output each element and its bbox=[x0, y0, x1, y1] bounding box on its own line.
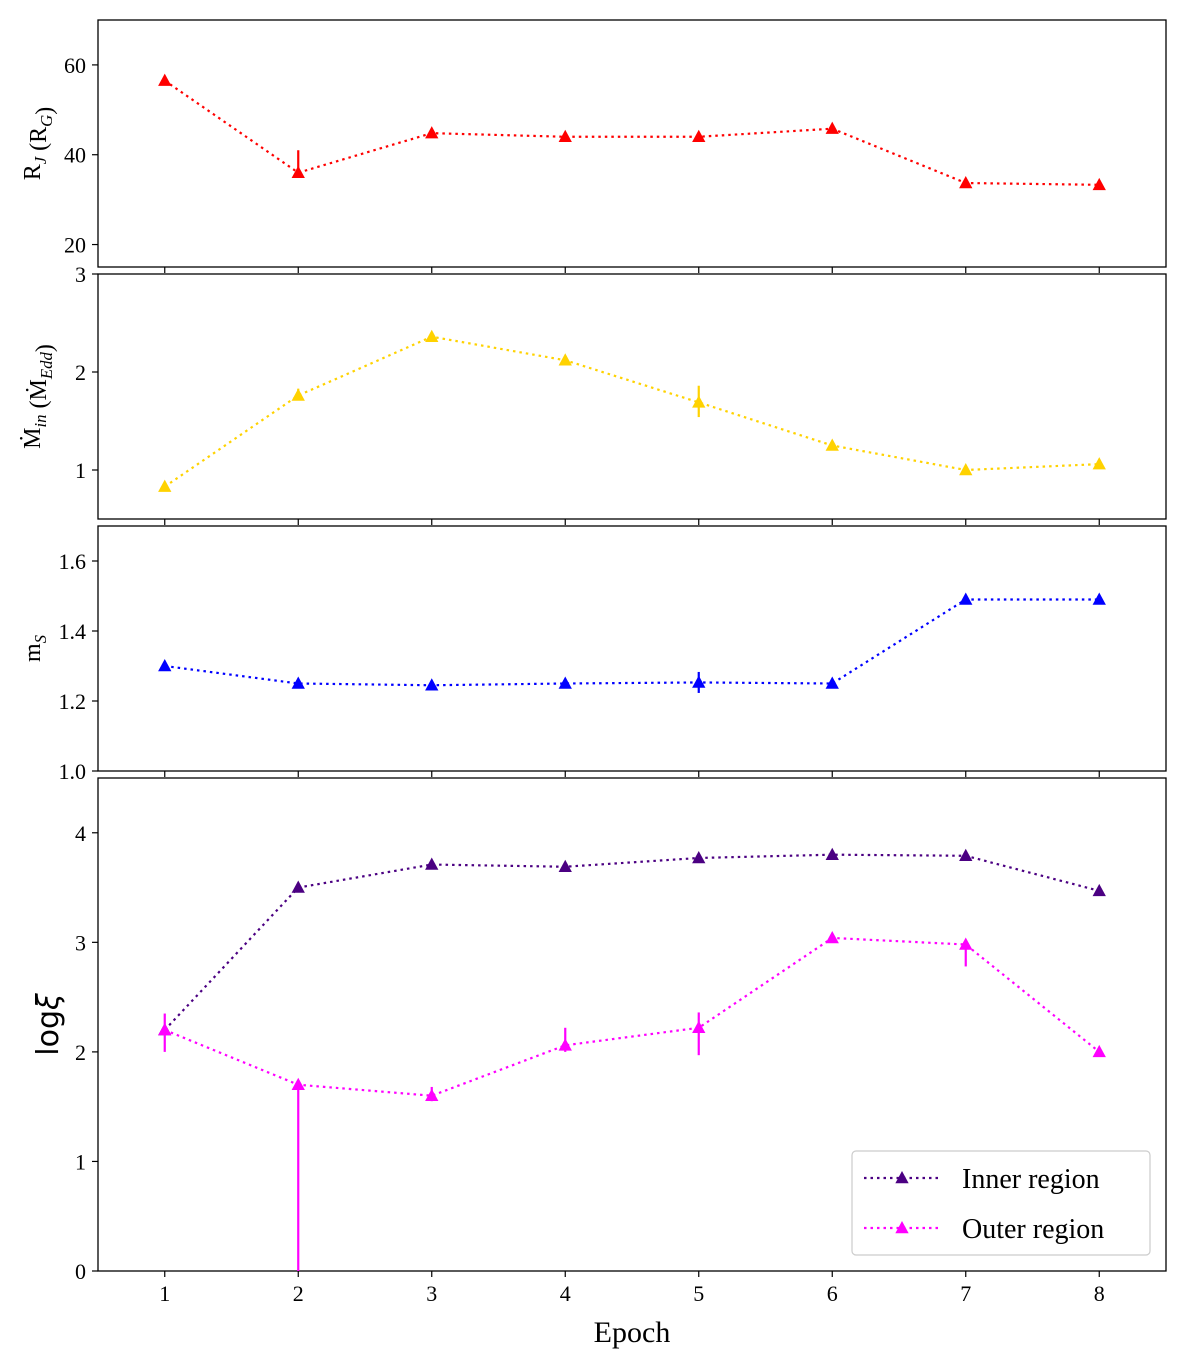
series-line bbox=[163, 853, 1100, 1031]
data-point bbox=[825, 121, 839, 134]
axes-frame bbox=[97, 777, 1167, 1272]
legend-label: Inner region bbox=[962, 1164, 1100, 1195]
y-axis-label: mS bbox=[20, 634, 50, 662]
panel-mdot: 1 2 3 Ṁin (ṀEdd) bbox=[20, 262, 1167, 525]
y-tick-label: 2 bbox=[75, 1040, 86, 1065]
data-point bbox=[558, 859, 572, 872]
legend: Inner region Outer region bbox=[851, 1150, 1151, 1256]
y-tick-label: 1 bbox=[75, 1149, 86, 1174]
x-tick-label: 7 bbox=[960, 1281, 971, 1306]
data-point bbox=[1092, 592, 1106, 605]
x-tick-label: 5 bbox=[693, 1281, 704, 1306]
data-point bbox=[959, 937, 973, 950]
data-point bbox=[291, 388, 305, 401]
y-axis-label: RJ (RG) bbox=[20, 107, 58, 181]
panel-rj: 20 40 60 RJ (RG) bbox=[20, 19, 1167, 273]
series-mdot-0 bbox=[158, 329, 1106, 492]
data-point bbox=[558, 129, 572, 143]
data-point bbox=[425, 1088, 439, 1101]
x-axis-label: Epoch bbox=[594, 1316, 671, 1349]
data-point bbox=[692, 129, 706, 143]
data-point bbox=[158, 659, 172, 672]
data-point bbox=[959, 848, 973, 862]
y-axis-label: Ṁin (ṀEdd) bbox=[20, 344, 58, 449]
data-point bbox=[425, 857, 439, 870]
y-axis-label: logξ bbox=[31, 993, 66, 1056]
data-point bbox=[291, 676, 305, 689]
y-tick-label: 1.4 bbox=[59, 619, 87, 644]
x-tick-label: 2 bbox=[293, 1281, 304, 1306]
data-point bbox=[158, 73, 172, 86]
data-point bbox=[825, 930, 839, 944]
y-tick-label: 1.6 bbox=[59, 549, 87, 574]
data-point bbox=[1092, 883, 1106, 897]
data-point bbox=[558, 676, 572, 689]
data-point bbox=[1092, 1044, 1106, 1058]
y-tick-label: 3 bbox=[75, 930, 86, 955]
legend-label: Outer region bbox=[962, 1214, 1104, 1245]
axes-frame bbox=[97, 19, 1167, 268]
data-point bbox=[959, 463, 973, 476]
data-point bbox=[692, 850, 706, 864]
data-point bbox=[825, 438, 839, 451]
y-tick-label: 3 bbox=[75, 262, 86, 287]
data-point bbox=[959, 176, 973, 189]
x-tick-label: 8 bbox=[1094, 1281, 1105, 1306]
legend-marker bbox=[895, 1171, 909, 1184]
data-point bbox=[158, 479, 172, 492]
legend-item: Inner region bbox=[864, 1164, 1100, 1195]
panel-logxi: 1 2 3 4 5 6 7 8 0 1 2 3 4 logξ Inner region Outer regio… bbox=[31, 777, 1167, 1306]
legend-item: Outer region bbox=[864, 1214, 1104, 1245]
legend-marker bbox=[895, 1221, 909, 1234]
x-tick-label: 3 bbox=[426, 1281, 437, 1306]
y-tick-label: 60 bbox=[64, 53, 86, 78]
axes-frame bbox=[97, 525, 1167, 772]
series-line bbox=[164, 598, 1100, 687]
y-tick-label: 1 bbox=[75, 458, 86, 483]
data-point bbox=[425, 126, 439, 139]
series-line bbox=[164, 936, 1100, 1097]
x-tick-label: 1 bbox=[159, 1281, 170, 1306]
data-point bbox=[425, 678, 439, 691]
data-point bbox=[291, 880, 305, 893]
data-point bbox=[825, 676, 839, 689]
series-logxi-0 bbox=[158, 847, 1106, 1036]
y-tick-label: 1.0 bbox=[59, 759, 87, 784]
panel-ms: 1.0 1.2 1.4 1.6 mS bbox=[20, 525, 1167, 784]
series-line bbox=[164, 79, 1100, 186]
data-point bbox=[425, 329, 439, 342]
data-point bbox=[1092, 177, 1106, 191]
y-tick-label: 4 bbox=[75, 821, 86, 846]
y-tick-label: 2 bbox=[75, 360, 86, 385]
data-point bbox=[692, 675, 706, 688]
series-rj-0 bbox=[158, 73, 1106, 191]
data-point bbox=[825, 847, 839, 860]
data-point bbox=[158, 1022, 172, 1036]
data-point bbox=[1092, 457, 1106, 470]
data-point bbox=[959, 592, 973, 605]
x-tick-label: 6 bbox=[827, 1281, 838, 1306]
x-tick-label: 4 bbox=[560, 1281, 571, 1306]
legend-box bbox=[851, 1150, 1151, 1256]
y-tick-label: 40 bbox=[64, 143, 86, 168]
data-point bbox=[291, 165, 305, 178]
axes-frame bbox=[97, 273, 1167, 520]
y-tick-label: 1.2 bbox=[59, 689, 87, 714]
series-ms-0 bbox=[158, 592, 1106, 693]
data-point bbox=[692, 395, 706, 408]
data-point bbox=[558, 353, 572, 366]
y-tick-label: 0 bbox=[75, 1259, 86, 1284]
y-tick-label: 20 bbox=[64, 233, 86, 258]
data-point bbox=[558, 1038, 572, 1051]
series-logxi-1 bbox=[158, 930, 1106, 1271]
data-point bbox=[291, 1077, 305, 1091]
series-line bbox=[164, 335, 1100, 488]
data-point bbox=[692, 1020, 706, 1034]
